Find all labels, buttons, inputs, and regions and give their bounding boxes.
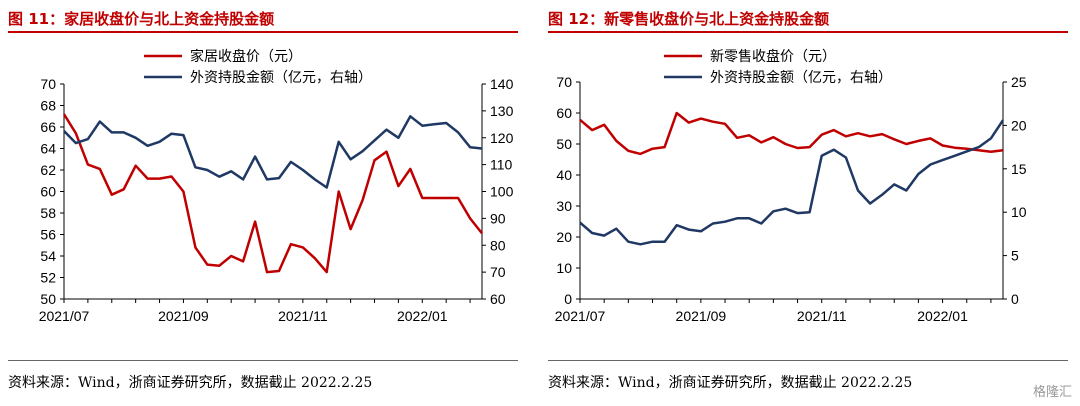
y-right-tick-label: 100	[490, 184, 514, 200]
chart-panel-left: 图 11：家居收盘价与北上资金持股金额 50 52 54 56 58 60 62 64 66 68…	[8, 0, 526, 406]
y-right-tick-label: 60	[490, 291, 506, 307]
y-left-tick-label: 60	[556, 105, 572, 121]
x-tick-label: 2021/09	[158, 308, 209, 324]
y-left-tick-label: 62	[40, 162, 56, 178]
title-divider	[8, 31, 518, 33]
x-tick-label: 2022/01	[917, 308, 968, 324]
x-tick-label: 2021/07	[39, 308, 90, 324]
series-line-0	[579, 111, 1004, 156]
source-note: 资料来源：Wind，浙商证券研究所，数据截止 2022.2.25	[8, 375, 373, 391]
y-left-tick-label: 40	[556, 167, 572, 183]
y-right-tick-label: 140	[490, 76, 514, 92]
x-tick-label: 2022/01	[397, 308, 448, 324]
y-right-tick-label: 120	[490, 130, 514, 146]
series-line-1	[579, 119, 1005, 246]
y-right-tick-label: 80	[490, 237, 506, 253]
line-chart-home-furnishing: 50 52 54 56 58 60 62 64 66 68 70 60 70 80 90 100 110 120 1…	[39, 48, 514, 324]
y-left-tick-label: 68	[40, 98, 56, 114]
source-divider	[548, 360, 1068, 361]
y-left-tick-label: 60	[40, 184, 56, 200]
x-tick-label: 2021/11	[797, 308, 847, 324]
series-line-0	[62, 113, 483, 274]
y-left-tick-label: 70	[556, 74, 572, 90]
y-left-tick-label: 70	[40, 76, 56, 92]
y-right-tick-label: 10	[1011, 204, 1027, 220]
y-right-tick-label: 15	[1011, 161, 1027, 177]
y-left-tick-label: 30	[556, 198, 572, 214]
y-left-tick-label: 56	[40, 227, 56, 243]
y-left-tick-label: 58	[40, 205, 56, 221]
y-left-tick-label: 52	[40, 270, 56, 286]
title-divider	[548, 31, 1068, 33]
y-left-tick-label: 66	[40, 119, 56, 135]
y-right-tick-label: 25	[1011, 74, 1027, 90]
y-right-tick-label: 110	[490, 157, 513, 173]
source-note: 资料来源：Wind，浙商证券研究所，数据截止 2022.2.25	[548, 375, 913, 391]
legend-label: 外资持股金额（亿元，右轴）	[710, 69, 892, 85]
y-left-tick-label: 0	[564, 291, 572, 307]
source-divider	[8, 360, 518, 361]
x-tick-label: 2021/11	[278, 308, 328, 324]
x-tick-label: 2021/07	[555, 308, 606, 324]
y-right-tick-label: 130	[490, 103, 514, 119]
y-right-tick-label: 20	[1011, 117, 1027, 133]
y-left-tick-label: 50	[40, 291, 56, 307]
watermark-logo: 格隆汇	[1032, 385, 1072, 400]
y-right-tick-label: 0	[1011, 291, 1019, 307]
y-left-tick-label: 50	[556, 136, 572, 152]
y-left-tick-label: 20	[556, 229, 572, 245]
y-right-tick-label: 70	[490, 264, 506, 280]
y-left-tick-label: 64	[40, 141, 56, 157]
line-chart-new-retail: 0 10 20 30 40 50 60 70 0 5 10 15 20 25 2021/07 2021/09 2…	[555, 48, 1027, 324]
y-left-tick-label: 10	[556, 260, 572, 276]
chart-panel-right: 图 12：新零售收盘价与北上资金持股金额 0 10 20 30 40 50 60 70 0 5 10…	[548, 0, 1074, 406]
series-line-1	[63, 115, 483, 189]
chart-title: 图 12：新零售收盘价与北上资金持股金额	[548, 10, 830, 28]
y-left-tick-label: 54	[40, 248, 56, 264]
y-right-tick-label: 5	[1011, 248, 1019, 264]
legend-label: 家居收盘价（元）	[190, 48, 302, 64]
legend-label: 外资持股金额（亿元，右轴）	[190, 69, 372, 85]
legend-label: 新零售收盘价（元）	[710, 48, 836, 64]
chart-title: 图 11：家居收盘价与北上资金持股金额	[8, 10, 275, 28]
x-tick-label: 2021/09	[676, 308, 727, 324]
y-right-tick-label: 90	[490, 210, 506, 226]
